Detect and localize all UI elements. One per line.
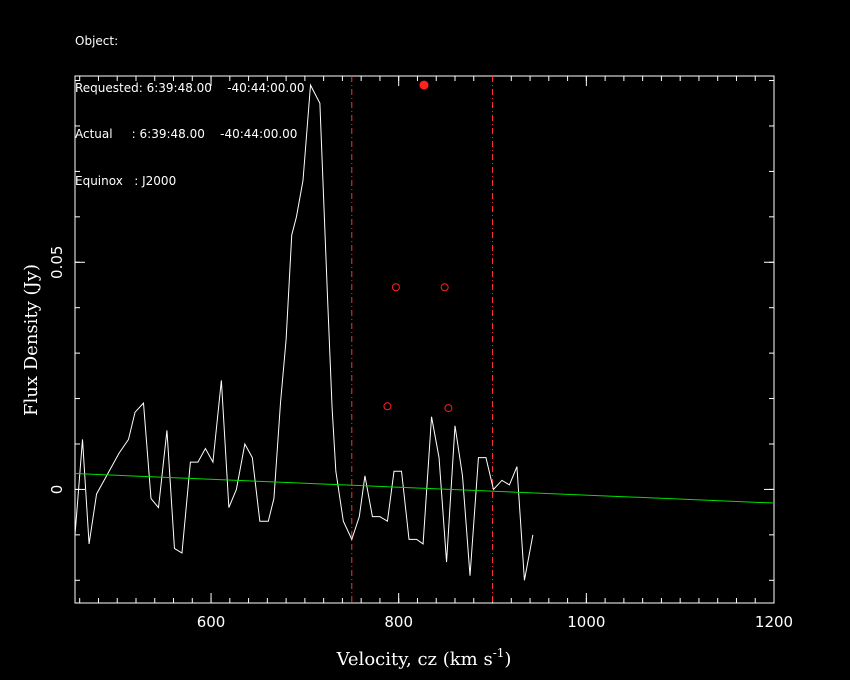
y-tick-label: 0.05	[48, 246, 66, 279]
x-tick-label: 800	[384, 613, 413, 631]
window-lines	[351, 76, 494, 603]
width-marker	[391, 283, 400, 292]
baseline-fit-line	[74, 473, 775, 504]
spectrum-line	[74, 83, 534, 581]
x-tick-label: 1200	[755, 613, 793, 631]
x-axis-title: Velocity, cz (km s-1)	[336, 646, 512, 670]
width-marker	[440, 283, 449, 292]
y-tick-labels: 00.05	[48, 246, 66, 495]
peak-marker	[419, 80, 429, 90]
header-line-object: Object:	[75, 34, 119, 48]
measurement-markers	[383, 80, 453, 413]
header-line-actual: Actual : 6:39:48.00 -40:44:00.00	[75, 127, 298, 141]
object-header: Object: Requested: 6:39:48.00 -40:44:00.…	[75, 3, 305, 205]
x-axis-title-sup: -1	[493, 646, 505, 660]
y-tick-label: 0	[48, 485, 66, 495]
x-axis-title-suffix: )	[504, 649, 511, 670]
x-tick-label: 600	[197, 613, 226, 631]
x-axis-title-main: Velocity, cz (km s	[336, 649, 493, 670]
width-marker	[383, 402, 392, 411]
header-line-requested: Requested: 6:39:48.00 -40:44:00.00	[75, 80, 305, 95]
width-marker	[444, 404, 453, 413]
y-axis-title: Flux Density (Jy)	[21, 264, 42, 416]
header-line-equinox: Equinox : J2000	[75, 173, 177, 188]
plot-frame	[74, 75, 775, 604]
x-tick-label: 1000	[567, 613, 605, 631]
x-tick-labels: 600 800 1000 1200	[197, 613, 793, 631]
